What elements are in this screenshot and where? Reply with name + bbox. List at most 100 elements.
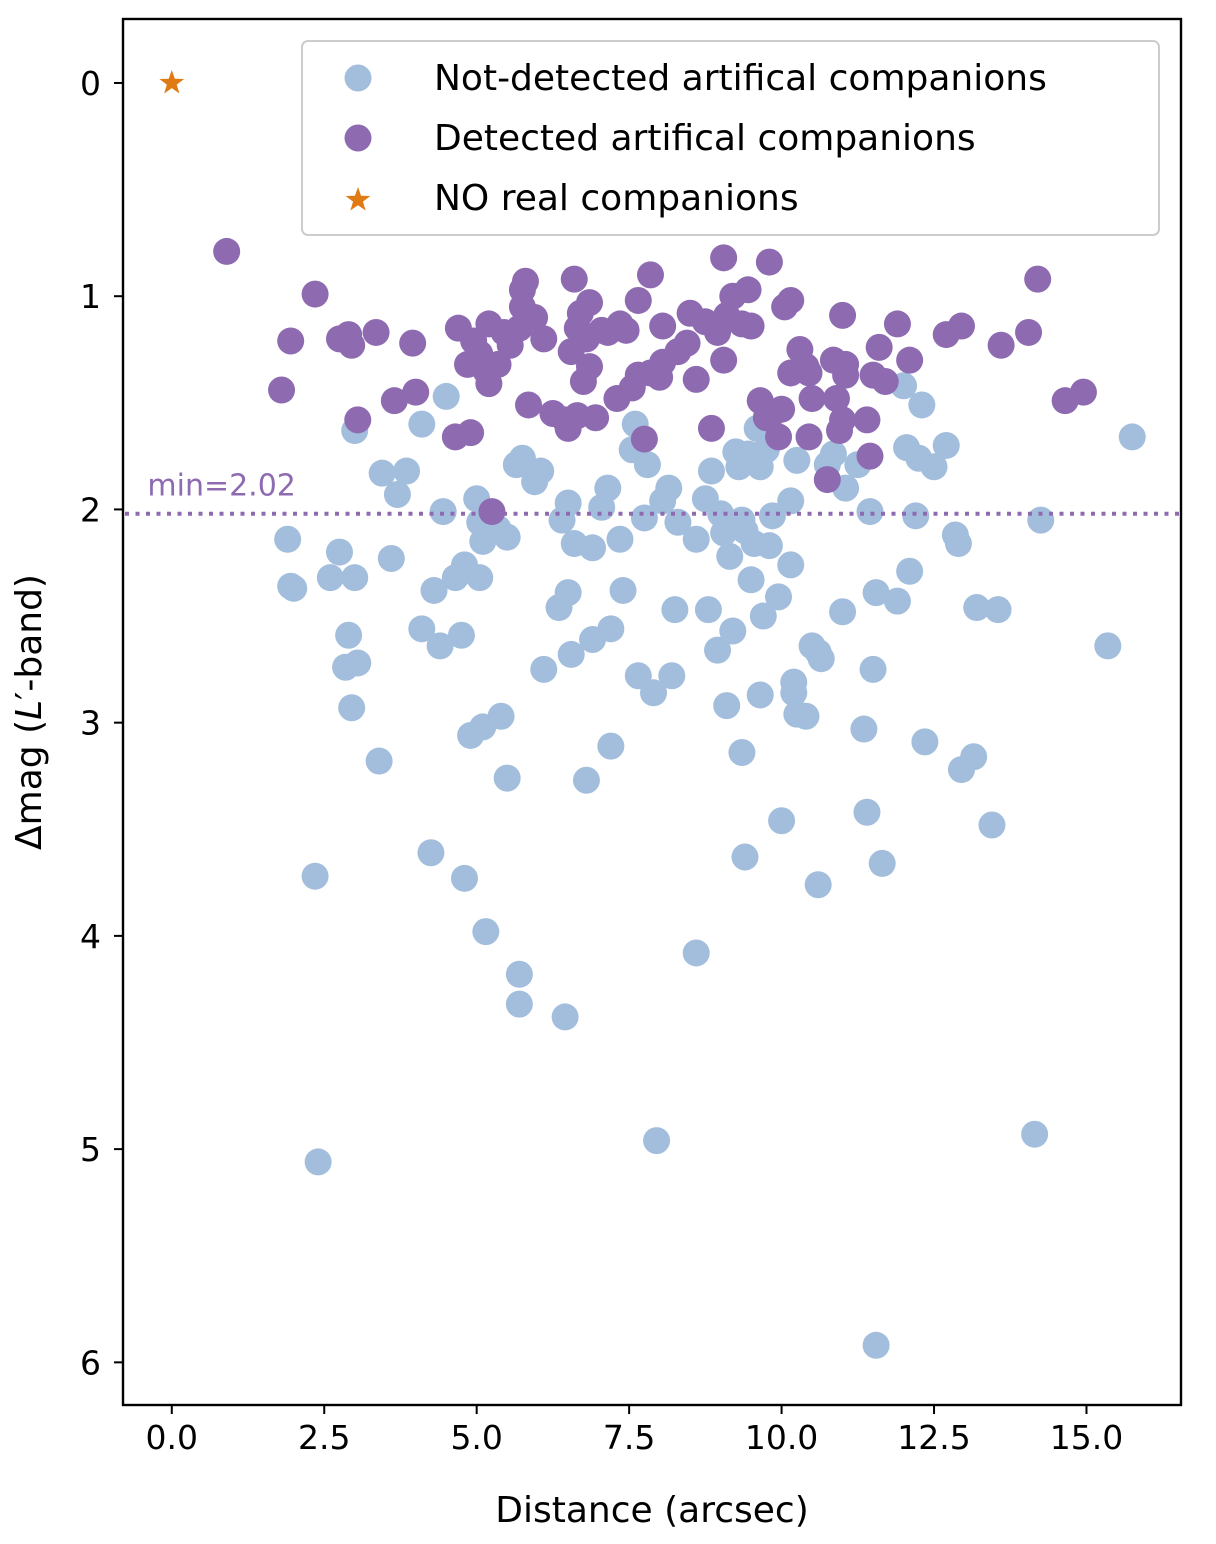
not-detected-point bbox=[960, 743, 988, 771]
legend-label: Not-detected artifical companions bbox=[434, 58, 1047, 99]
detected-point bbox=[521, 304, 549, 332]
not-detected-point bbox=[944, 530, 972, 558]
not-detected-point bbox=[341, 564, 369, 592]
y-axis-ticks: 0 1 2 3 4 5 6 bbox=[80, 64, 123, 1382]
detected-point bbox=[795, 423, 823, 451]
not-detected-point bbox=[658, 662, 686, 690]
not-detected-point bbox=[694, 596, 722, 624]
detected-point bbox=[575, 353, 603, 381]
not-detected-point bbox=[883, 587, 911, 615]
legend-circle-marker bbox=[344, 64, 372, 92]
detected-point bbox=[530, 325, 558, 353]
detected-point bbox=[883, 310, 911, 338]
threshold-label: min=2.02 bbox=[147, 469, 296, 504]
not-detected-point bbox=[368, 459, 396, 487]
not-detected-point bbox=[417, 839, 445, 867]
detected-point bbox=[630, 425, 658, 453]
detected-point bbox=[829, 301, 857, 329]
not-detected-point bbox=[274, 525, 302, 553]
not-detected-point bbox=[792, 702, 820, 730]
not-detected-point bbox=[829, 598, 857, 626]
detected-point bbox=[795, 359, 823, 387]
not-detected-point bbox=[420, 576, 448, 604]
not-detected-point bbox=[338, 694, 366, 722]
not-detected-point bbox=[325, 538, 353, 566]
not-detected-point bbox=[1118, 423, 1146, 451]
detected-point bbox=[853, 406, 881, 434]
not-detected-point bbox=[1094, 632, 1122, 660]
not-detected-point bbox=[316, 564, 344, 592]
detected-point bbox=[777, 286, 805, 314]
detected-point bbox=[457, 419, 485, 447]
y-tick-label: 3 bbox=[80, 704, 101, 743]
not-detected-point bbox=[447, 621, 475, 649]
detected-point bbox=[947, 312, 975, 340]
detected-point bbox=[813, 466, 841, 494]
not-detected-point bbox=[1021, 1120, 1049, 1148]
not-detected-point bbox=[783, 446, 811, 474]
not-detected-point bbox=[493, 764, 521, 792]
detected-point bbox=[734, 276, 762, 304]
not-detected-point bbox=[819, 440, 847, 468]
not-detected-point bbox=[862, 579, 890, 607]
not-detected-point bbox=[505, 960, 533, 988]
detected-point bbox=[832, 350, 860, 378]
legend-circle-marker bbox=[344, 124, 372, 152]
not-detected-point bbox=[450, 864, 478, 892]
detected-point bbox=[575, 289, 603, 317]
not-detected-point bbox=[505, 990, 533, 1018]
detected-point bbox=[213, 237, 241, 265]
not-detected-point bbox=[527, 457, 555, 485]
detected-point bbox=[399, 329, 427, 357]
not-detected-point bbox=[731, 843, 759, 871]
detected-point bbox=[1024, 265, 1052, 293]
x-tick-label: 0.0 bbox=[146, 1418, 198, 1457]
x-tick-label: 12.5 bbox=[897, 1418, 970, 1457]
detected-point bbox=[765, 423, 793, 451]
not-detected-point bbox=[377, 544, 405, 572]
not-detected-point bbox=[682, 939, 710, 967]
detected-point bbox=[871, 367, 899, 395]
x-tick-label: 15.0 bbox=[1050, 1418, 1123, 1457]
not-detected-point bbox=[911, 728, 939, 756]
legend-label: NO real companions bbox=[434, 178, 799, 219]
detected-point bbox=[301, 280, 329, 308]
detected-point bbox=[277, 327, 305, 355]
legend: Not-detected artifical companions Detecte… bbox=[301, 40, 1160, 236]
x-tick-label: 5.0 bbox=[450, 1418, 502, 1457]
not-detected-point bbox=[426, 632, 454, 660]
detected-point bbox=[1015, 318, 1043, 346]
not-detected-point bbox=[758, 502, 786, 530]
detected-point bbox=[380, 387, 408, 415]
not-detected-point bbox=[768, 807, 796, 835]
detected-point bbox=[268, 376, 296, 404]
not-detected-point bbox=[630, 504, 658, 532]
y-tick-label: 6 bbox=[80, 1343, 101, 1382]
detected-point bbox=[582, 404, 610, 432]
y-axis-label: Δmag (L′-band) bbox=[9, 574, 50, 850]
not-detected-point bbox=[765, 583, 793, 611]
not-detected-point bbox=[551, 1003, 579, 1031]
not-detected-point bbox=[804, 871, 832, 899]
detected-point bbox=[768, 395, 796, 423]
detected-point bbox=[402, 378, 430, 406]
detected-point bbox=[822, 385, 850, 413]
not-detected-point bbox=[280, 574, 308, 602]
detected-point bbox=[649, 312, 677, 340]
detected-point bbox=[484, 350, 512, 378]
detected-point bbox=[856, 442, 884, 470]
legend-label: Detected artifical companions bbox=[434, 118, 976, 159]
not-detected-point bbox=[902, 502, 930, 530]
not-detected-point bbox=[432, 382, 460, 410]
x-tick-label: 10.0 bbox=[745, 1418, 818, 1457]
detected-point bbox=[987, 331, 1015, 359]
detected-point bbox=[865, 333, 893, 361]
detected-point bbox=[896, 346, 924, 374]
detected-point bbox=[673, 329, 701, 357]
data-points bbox=[159, 69, 1146, 1359]
not-detected-point bbox=[365, 747, 393, 775]
not-detected-point bbox=[493, 523, 521, 551]
not-detected-point bbox=[383, 481, 411, 509]
not-detected-point bbox=[408, 615, 436, 643]
detected-point bbox=[478, 498, 506, 526]
